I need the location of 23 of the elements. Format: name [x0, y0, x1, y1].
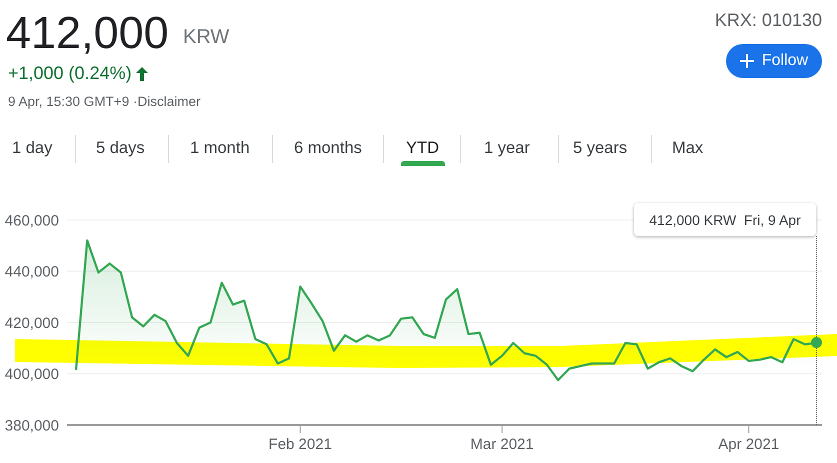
text: YTD — [406, 139, 439, 158]
text: 9 Apr, 15:30 GMT+9 ·Disclaimer — [8, 94, 200, 109]
x-tick-label: Apr 2021 — [718, 436, 780, 453]
y-tick-label: 400,000 — [4, 366, 59, 384]
follow-button: Follow — [726, 44, 822, 78]
y-tick-label: 420,000 — [4, 314, 59, 332]
y-tick-label: 440,000 — [4, 264, 59, 281]
text: 5 years — [573, 139, 628, 158]
y-tick-label: 460,000 — [4, 212, 59, 230]
x-tick-label: Mar 2021 — [470, 436, 534, 453]
text: 1 month — [190, 139, 250, 158]
text: KRW — [183, 26, 230, 49]
x-tick-label: Feb 2021 — [268, 436, 332, 453]
y-tick-label: 380,000 — [4, 417, 59, 434]
text: +1,000 (0.24%) — [8, 63, 132, 84]
text: Max — [672, 139, 704, 158]
text: 1 year — [484, 139, 530, 158]
text: 1 day — [12, 139, 52, 158]
text: 5 days — [96, 139, 145, 158]
tooltip-card: 412,000 KRW Fri, 9 Apr — [634, 203, 816, 236]
chart-title: 412,000 — [6, 6, 169, 60]
text: KRX: 010130 — [714, 10, 822, 31]
text: 6 months — [294, 139, 362, 158]
